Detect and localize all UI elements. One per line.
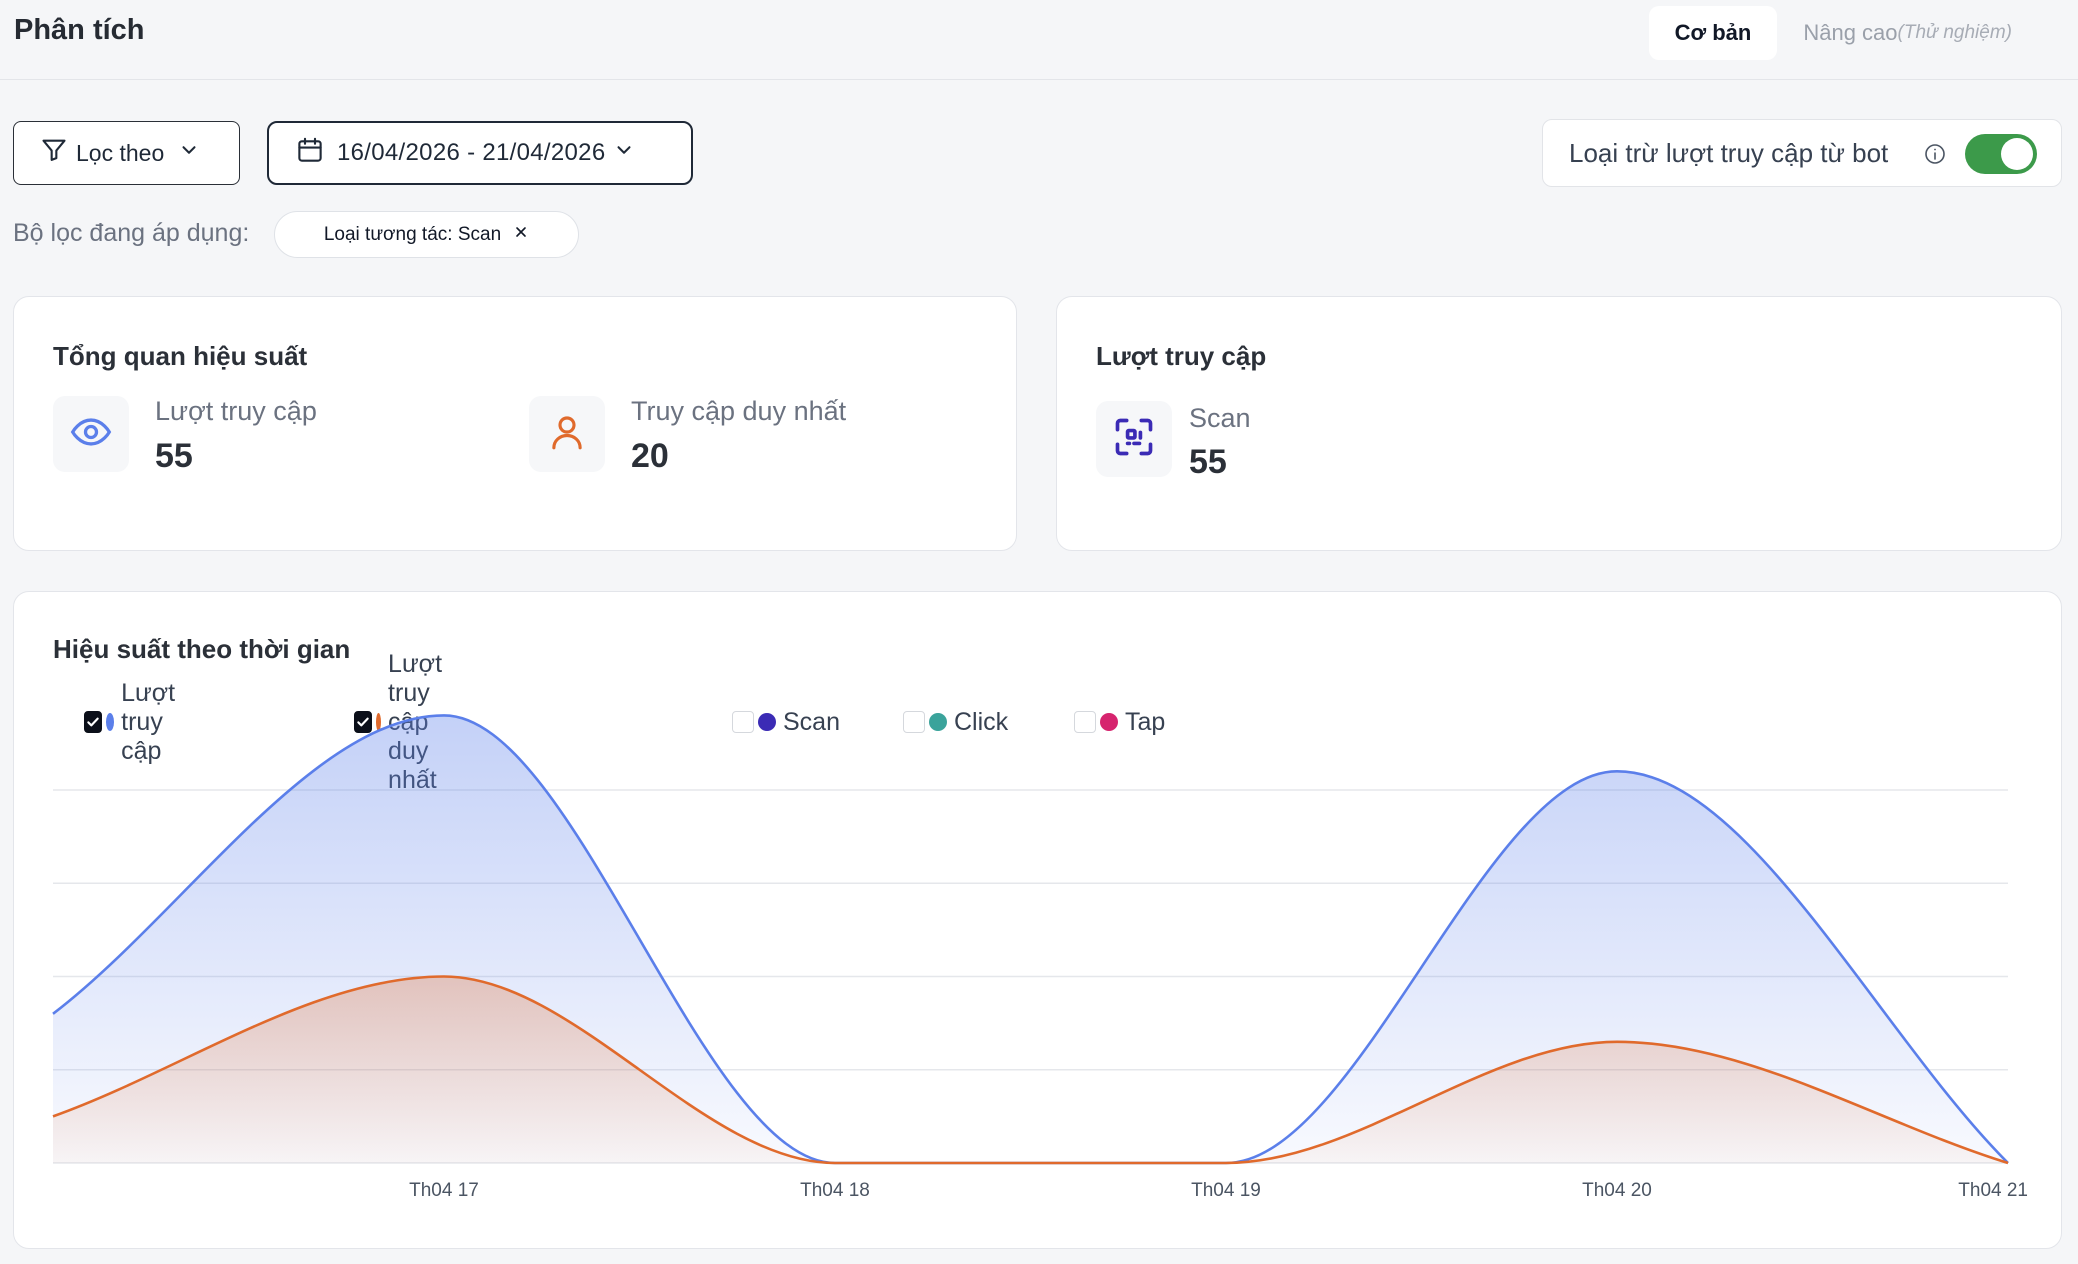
legend-label-visits: Lượt truy cập	[121, 678, 176, 765]
chevron-down-icon	[178, 139, 200, 167]
series-unique-line	[52, 975, 2009, 1165]
chart-series	[52, 714, 2009, 1165]
legend-label-scan: Scan	[783, 707, 840, 736]
close-icon[interactable]	[513, 224, 529, 246]
legend-label-tap: Tap	[1125, 707, 1166, 736]
legend-dot-unique	[376, 713, 382, 731]
checkbox-unique[interactable]	[354, 711, 372, 733]
tab-basic-label: Cơ bản	[1674, 20, 1752, 45]
legend-label-click: Click	[954, 707, 1009, 736]
calendar-icon	[295, 135, 325, 172]
applied-filter-chip-label: Loại tương tác: Scan	[323, 223, 502, 245]
applied-filters-label: Bộ lọc đang áp dụng:	[13, 219, 250, 247]
filter-icon	[40, 136, 68, 170]
scan-qr-icon	[1112, 415, 1156, 464]
applied-filter-chip: Loại tương tác: Scan	[274, 211, 579, 258]
stat-value-visits: 55	[155, 437, 193, 475]
bot-exclusion-toggle[interactable]	[1965, 134, 2037, 174]
stat-value-unique: 20	[631, 437, 669, 475]
scan-icon-box	[1096, 401, 1172, 477]
x-tick-label: Th04 20	[1582, 1180, 1652, 1201]
filter-button[interactable]: Lọc theo	[13, 121, 240, 185]
legend-dot-scan	[758, 713, 776, 731]
x-tick-label: Th04 17	[409, 1180, 479, 1201]
user-icon	[546, 411, 588, 458]
tab-basic[interactable]: Cơ bản	[1648, 6, 1778, 60]
bot-exclusion-box: Loại trừ lượt truy cập từ bot	[1542, 119, 2062, 187]
stat-label-unique: Truy cập duy nhất	[631, 396, 847, 426]
tab-advanced[interactable]: Nâng cao (Thử nghiệm)	[1777, 6, 2038, 60]
checkbox-click[interactable]	[903, 711, 925, 733]
bot-exclusion-label: Loại trừ lượt truy cập từ bot	[1569, 137, 1889, 168]
filter-label: Lọc theo	[76, 139, 165, 166]
overview-title: Tổng quan hiệu suất	[53, 341, 308, 371]
stat-value-scan: 55	[1189, 443, 1227, 481]
chevron-down-icon	[613, 139, 635, 168]
visits-card: Lượt truy cập Scan 55	[1056, 296, 2062, 551]
legend-item-visits[interactable]: Lượt truy cập	[84, 679, 189, 765]
toggle-knob	[2001, 138, 2033, 170]
info-icon[interactable]	[1923, 142, 1947, 173]
visits-title: Lượt truy cập	[1096, 341, 1267, 371]
eye-icon	[69, 410, 113, 459]
tab-advanced-suffix: (Thử nghiệm)	[1897, 22, 2012, 43]
x-tick-label: Th04 21	[1958, 1180, 2028, 1201]
tab-advanced-label: Nâng cao	[1803, 20, 1898, 45]
page-title: Phân tích	[14, 14, 145, 46]
legend-dot-visits	[106, 713, 115, 731]
stat-label-scan: Scan	[1189, 403, 1251, 433]
legend-item-scan[interactable]: Scan	[732, 704, 840, 740]
legend-item-click[interactable]: Click	[903, 704, 1008, 740]
legend-item-tap[interactable]: Tap	[1074, 704, 1165, 740]
eye-icon-box	[53, 396, 129, 472]
checkbox-visits[interactable]	[84, 711, 102, 733]
date-range-picker[interactable]: 16/04/2026 - 21/04/2026	[267, 121, 693, 185]
page-header: Phân tích Cơ bản Nâng cao (Thử nghiệm)	[0, 0, 2078, 80]
overview-card: Tổng quan hiệu suất Lượt truy cập 55 Tru…	[13, 296, 1017, 551]
checkbox-scan[interactable]	[732, 711, 754, 733]
checkbox-tap[interactable]	[1074, 711, 1096, 733]
legend-dot-tap	[1100, 713, 1118, 731]
series-unique-area	[53, 976, 2008, 1163]
mode-tabs: Cơ bản Nâng cao (Thử nghiệm)	[1648, 6, 2038, 60]
x-tick-label: Th04 18	[800, 1180, 870, 1201]
performance-title: Hiệu suất theo thời gian	[53, 634, 351, 664]
legend-dot-click	[929, 713, 947, 731]
user-icon-box	[529, 396, 605, 472]
date-range-value: 16/04/2026 - 21/04/2026	[337, 139, 606, 166]
x-tick-label: Th04 19	[1191, 1180, 1261, 1201]
stat-label-visits: Lượt truy cập	[155, 396, 317, 426]
